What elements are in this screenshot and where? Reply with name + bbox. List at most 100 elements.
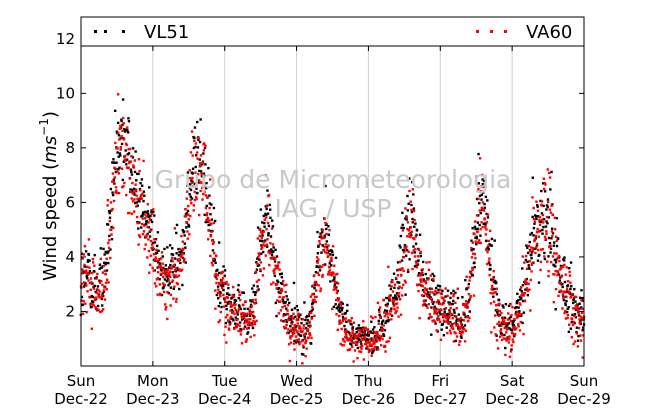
data-point bbox=[541, 218, 544, 221]
data-point bbox=[381, 328, 385, 331]
data-point bbox=[164, 308, 167, 311]
data-point bbox=[343, 330, 347, 333]
data-point bbox=[370, 348, 374, 351]
data-point bbox=[558, 279, 562, 282]
data-point bbox=[538, 223, 542, 226]
data-point bbox=[388, 298, 391, 301]
data-point bbox=[172, 273, 175, 277]
data-point bbox=[150, 209, 153, 212]
data-point bbox=[333, 281, 337, 284]
data-point bbox=[362, 358, 366, 361]
data-point bbox=[198, 213, 201, 217]
data-point bbox=[255, 268, 259, 271]
data-point bbox=[267, 234, 270, 237]
data-point bbox=[322, 264, 325, 267]
data-point bbox=[231, 317, 234, 320]
data-point bbox=[96, 285, 100, 288]
data-point bbox=[318, 242, 322, 246]
data-point bbox=[191, 172, 194, 175]
data-point bbox=[472, 247, 475, 251]
data-point bbox=[412, 207, 416, 210]
data-point bbox=[225, 341, 228, 344]
data-point bbox=[350, 345, 354, 348]
data-point bbox=[471, 268, 474, 272]
data-point bbox=[490, 287, 493, 291]
data-point bbox=[493, 326, 496, 329]
legend-label-vl51: VL51 bbox=[144, 22, 189, 43]
data-point bbox=[339, 303, 343, 307]
data-point bbox=[455, 307, 458, 310]
data-point bbox=[400, 259, 404, 262]
data-point bbox=[542, 225, 545, 229]
data-point bbox=[396, 281, 399, 284]
data-point bbox=[342, 344, 345, 347]
data-point bbox=[158, 283, 162, 286]
data-point bbox=[336, 272, 339, 276]
data-point bbox=[86, 259, 90, 262]
data-point bbox=[257, 288, 260, 291]
data-point bbox=[448, 309, 451, 312]
data-point bbox=[134, 188, 138, 191]
data-point bbox=[207, 229, 210, 232]
data-point bbox=[100, 266, 103, 269]
data-point bbox=[486, 250, 489, 254]
data-point bbox=[543, 181, 546, 185]
data-point bbox=[415, 233, 418, 237]
data-point bbox=[482, 191, 485, 194]
data-point bbox=[114, 191, 117, 194]
data-point bbox=[194, 142, 197, 145]
data-point bbox=[377, 348, 380, 351]
data-point bbox=[560, 290, 563, 293]
data-point bbox=[428, 316, 432, 319]
data-point bbox=[259, 231, 263, 234]
data-point bbox=[280, 275, 284, 279]
data-point bbox=[358, 332, 362, 335]
data-point bbox=[137, 172, 140, 176]
data-point bbox=[98, 290, 101, 293]
data-point bbox=[281, 279, 285, 283]
data-point bbox=[444, 295, 447, 298]
data-point bbox=[529, 278, 532, 282]
data-point bbox=[417, 289, 420, 293]
data-point bbox=[265, 216, 268, 219]
data-point bbox=[268, 252, 272, 255]
data-point bbox=[204, 163, 207, 166]
data-point bbox=[325, 227, 328, 231]
data-point bbox=[304, 355, 307, 358]
data-point bbox=[260, 239, 264, 243]
data-point bbox=[186, 230, 189, 233]
data-point bbox=[118, 127, 121, 130]
data-point bbox=[357, 324, 361, 327]
data-point bbox=[491, 279, 495, 283]
data-point bbox=[124, 130, 127, 133]
data-point bbox=[399, 267, 402, 271]
data-point bbox=[545, 204, 549, 207]
legend-marker-va60 bbox=[476, 30, 507, 33]
data-point bbox=[194, 154, 198, 157]
data-point bbox=[321, 228, 325, 232]
data-point bbox=[428, 293, 431, 297]
data-point bbox=[543, 235, 547, 239]
data-point bbox=[191, 154, 194, 157]
data-point bbox=[380, 327, 384, 331]
data-point bbox=[525, 287, 529, 290]
data-point bbox=[106, 204, 109, 207]
data-point bbox=[414, 264, 418, 268]
data-point bbox=[208, 202, 212, 205]
data-point bbox=[257, 255, 260, 259]
data-point bbox=[457, 313, 461, 316]
data-point bbox=[404, 281, 407, 284]
data-point bbox=[225, 307, 228, 311]
data-point bbox=[252, 314, 255, 317]
data-point bbox=[162, 275, 165, 279]
data-point bbox=[395, 309, 398, 313]
data-point bbox=[235, 325, 238, 328]
data-point bbox=[519, 303, 522, 306]
data-point bbox=[467, 282, 471, 286]
data-point bbox=[100, 310, 104, 313]
data-point bbox=[398, 244, 401, 247]
data-point bbox=[205, 186, 208, 190]
legend-marker-vl51 bbox=[94, 30, 125, 33]
data-point bbox=[553, 227, 557, 231]
data-point bbox=[388, 297, 391, 300]
